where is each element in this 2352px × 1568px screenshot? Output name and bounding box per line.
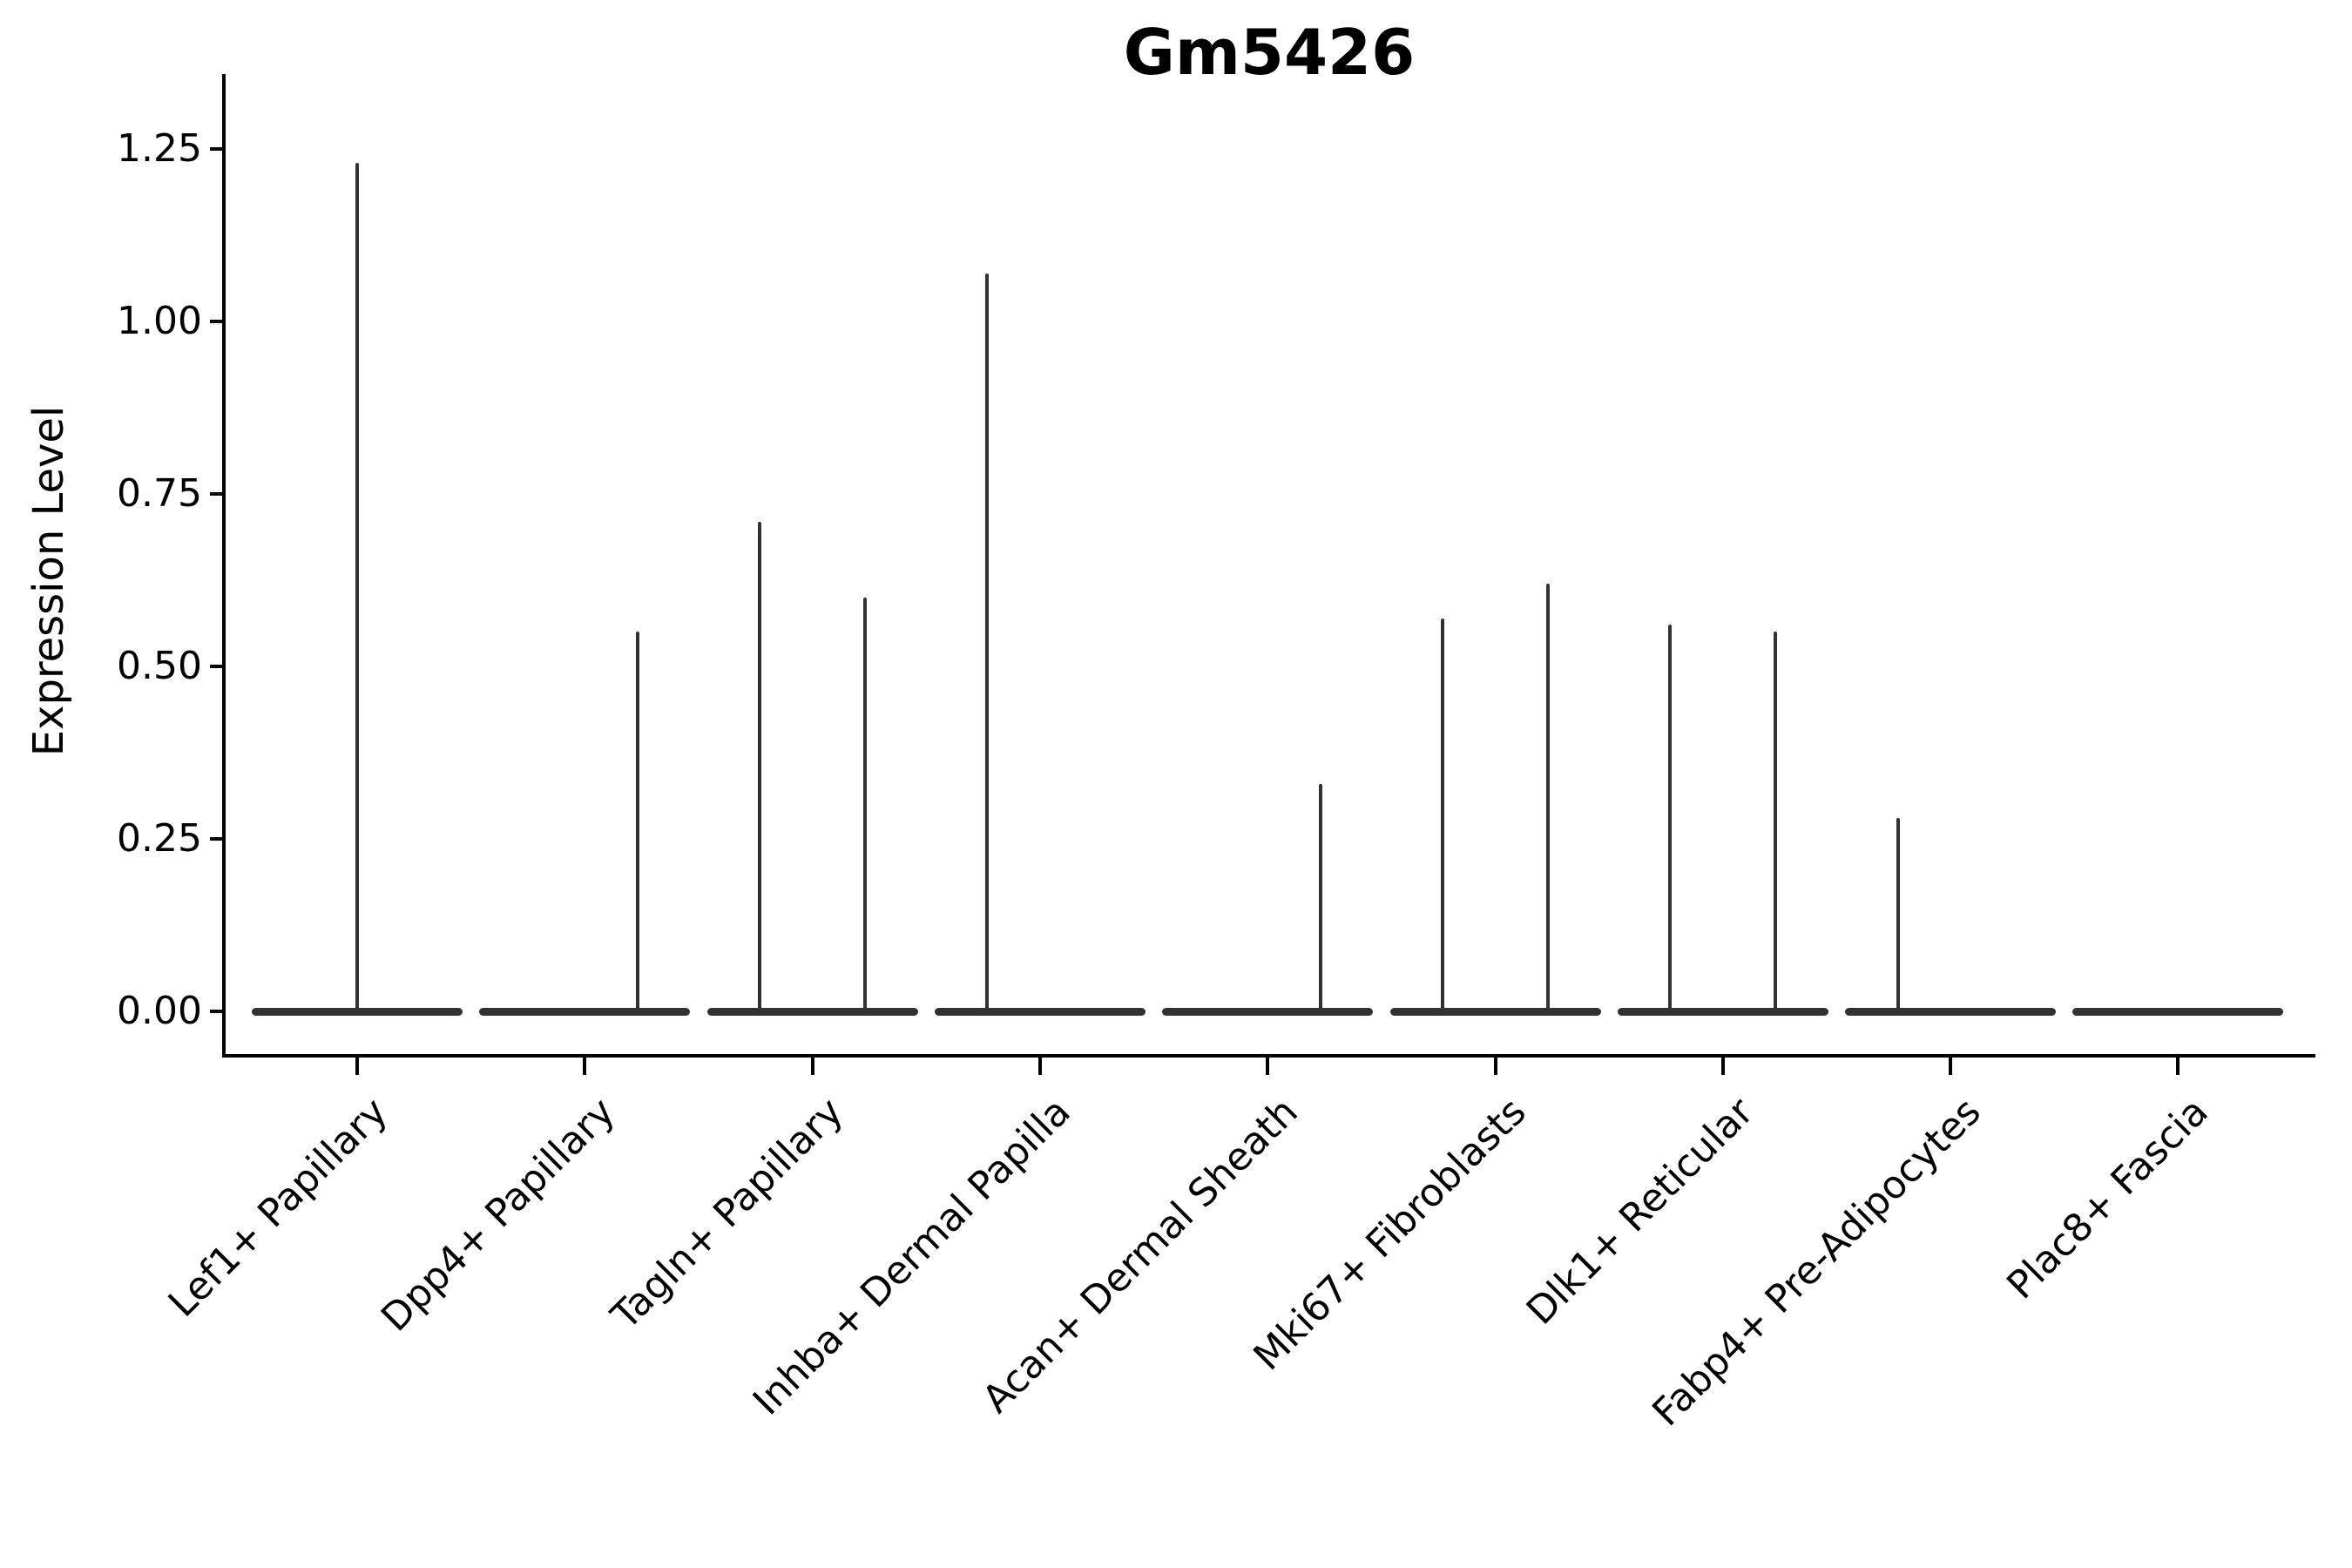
x-tick-mark [1037,1058,1042,1075]
x-tick-label: Dlk1+ Reticular [1517,1089,1762,1334]
y-tick-mark [210,837,222,841]
y-tick-label: 0.50 [117,644,202,688]
y-tick-label: 1.00 [117,299,202,343]
x-tick-label: Tagln+ Papillary [602,1089,852,1339]
x-tick-mark [1493,1058,1497,1075]
violin-spike [863,597,868,1011]
x-tick-mark [2176,1058,2180,1075]
y-tick-mark [210,320,222,323]
x-tick-label: Acan+ Dermal Sheath [974,1089,1307,1423]
violin-spike [985,273,990,1011]
violin-body [706,1007,918,1016]
x-tick-mark [810,1058,814,1075]
x-tick-mark [1266,1058,1270,1075]
x-tick-label: Dpp4+ Papillary [373,1089,625,1341]
y-tick-label: 0.00 [117,989,202,1033]
violin-body [479,1007,691,1016]
x-tick-mark [583,1058,587,1075]
violin-spike [355,162,359,1011]
x-tick-mark [1720,1058,1725,1075]
x-tick-label: Plac8+ Fascia [1998,1089,2218,1308]
violin-body [934,1007,1146,1016]
violin-body [1845,1007,2057,1016]
violin-spike [1896,818,1900,1011]
x-tick-mark [1949,1058,1953,1075]
violin-spike [1668,625,1673,1011]
y-tick-mark [210,492,222,496]
y-tick-label: 1.25 [117,126,202,171]
y-axis-label: Expression Level [24,405,73,757]
violin-body [252,1007,463,1016]
y-tick-mark [210,665,222,668]
y-tick-label: 0.25 [117,816,202,861]
y-tick-mark [210,1010,222,1013]
violin-body [2072,1007,2284,1016]
chart-title: Gm5426 [1123,16,1416,89]
y-tick-mark [210,147,222,151]
x-tick-label: Fabp4+ Pre-Adipocytes [1644,1089,1990,1436]
violin-spike [1774,632,1778,1011]
violin-body [1617,1007,1828,1016]
violin-body [1162,1007,1374,1016]
x-axis-spine [222,1054,2315,1058]
y-tick-label: 0.75 [117,471,202,516]
x-tick-label: Inhba+ Dermal Papilla [744,1089,1079,1424]
violin-spike [1441,618,1444,1011]
violin-spike [1546,583,1550,1011]
violin-spike [635,632,639,1011]
violin-spike [1318,783,1322,1011]
x-tick-mark [355,1058,359,1075]
x-tick-label: Mki67+ Fibroblasts [1244,1089,1535,1380]
violin-body [1389,1007,1601,1016]
y-axis-spine [222,74,226,1058]
violin-spike [758,521,762,1011]
